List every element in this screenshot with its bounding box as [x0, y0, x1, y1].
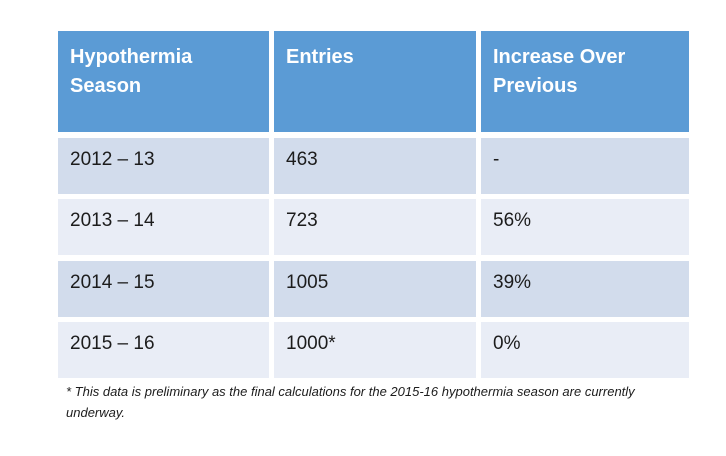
table-row-3-increase: 39% — [481, 260, 689, 317]
column-header-increase-over-previous: Increase Over Previous — [481, 31, 689, 132]
table-row-4-season: 2015 – 16 — [58, 322, 269, 378]
table-row-1-increase: - — [481, 137, 689, 194]
table-row-2-entries: 723 — [274, 199, 476, 255]
table-row-3-season: 2014 – 15 — [58, 260, 269, 317]
table-row-2-increase: 56% — [481, 199, 689, 255]
column-header-entries: Entries — [274, 31, 476, 132]
table-row-2-season: 2013 – 14 — [58, 199, 269, 255]
hypothermia-season-table: Hypothermia Season Entries Increase Over… — [58, 31, 689, 378]
table-row-4-entries: 1000* — [274, 322, 476, 378]
table-row-4-increase: 0% — [481, 322, 689, 378]
table-row-3-entries: 1005 — [274, 260, 476, 317]
table-row-1-season: 2012 – 13 — [58, 137, 269, 194]
column-header-hypothermia-season: Hypothermia Season — [58, 31, 269, 132]
table-row-1-entries: 463 — [274, 137, 476, 194]
footnote-text: * This data is preliminary as the final … — [66, 384, 635, 420]
